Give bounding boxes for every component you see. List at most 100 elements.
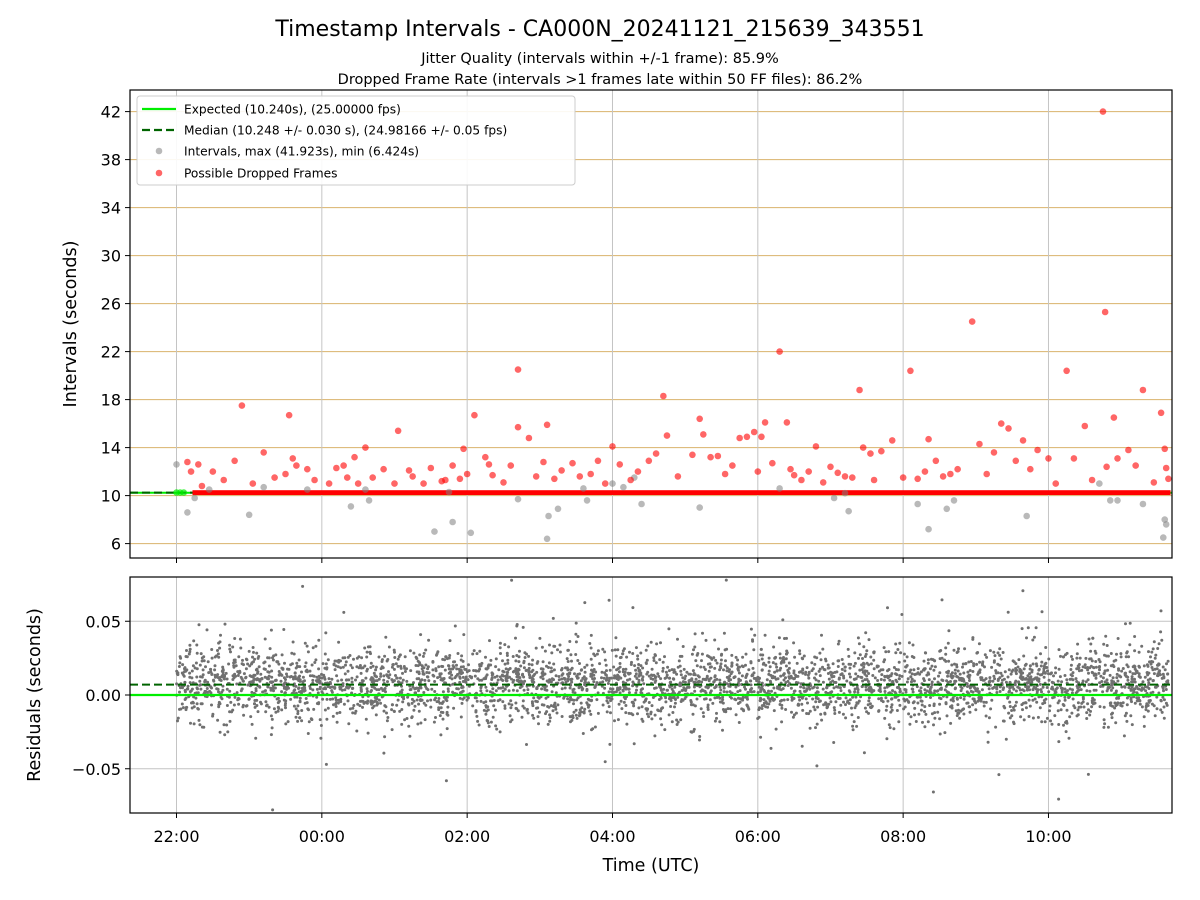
residual-point — [945, 670, 949, 674]
x-axis-label: Time (UTC) — [602, 856, 700, 876]
residual-point — [589, 712, 593, 716]
residual-point — [522, 659, 526, 663]
residual-point — [576, 676, 579, 680]
residual-point — [442, 695, 446, 699]
residual-point — [1001, 688, 1005, 691]
residual-point — [319, 724, 323, 727]
residual-point — [191, 664, 195, 668]
residual-point — [284, 706, 287, 710]
residual-point — [821, 647, 825, 651]
residual-point — [354, 678, 357, 682]
residual-point — [445, 695, 449, 699]
residual-point — [770, 689, 773, 693]
residual-point — [1099, 674, 1103, 678]
residual-point — [509, 720, 512, 724]
residual-point — [641, 678, 645, 682]
dropped-frame-point-86 — [812, 443, 820, 450]
residual-point — [518, 676, 522, 680]
residual-point — [350, 666, 354, 670]
residual-point — [540, 687, 544, 691]
residual-point — [474, 696, 478, 700]
residual-point — [926, 720, 930, 724]
residual-point — [187, 652, 191, 656]
residual-point — [1014, 672, 1018, 676]
residual-point — [222, 677, 226, 681]
residual-point — [678, 654, 682, 658]
residual-point — [1153, 656, 1157, 660]
residual-point — [776, 677, 780, 681]
residual-point — [526, 711, 530, 715]
residual-point — [1110, 716, 1114, 720]
residual-point — [476, 677, 480, 681]
residual-point — [881, 668, 885, 672]
residual-point — [1074, 691, 1078, 695]
residual-point — [1030, 678, 1034, 682]
residual-point — [951, 696, 955, 700]
residual-point — [600, 670, 604, 674]
residual-point — [300, 691, 303, 695]
residual-point — [1014, 662, 1018, 666]
residual-point — [654, 679, 658, 683]
residual-point — [721, 698, 725, 702]
residual-point — [479, 689, 483, 693]
residual-point — [358, 704, 362, 708]
residual-point — [613, 674, 617, 678]
residual-point — [1080, 701, 1084, 705]
residual-point — [1097, 671, 1101, 675]
residual-point — [507, 702, 511, 706]
residual-point — [547, 705, 551, 709]
residual-point — [616, 688, 620, 691]
residual-point — [394, 662, 398, 666]
residual-point — [695, 664, 699, 668]
residual-point — [670, 687, 674, 691]
residual-point — [409, 688, 413, 691]
residual-point — [723, 648, 727, 652]
residual-point — [719, 662, 723, 666]
residual-point — [780, 720, 784, 724]
residual-point — [650, 674, 654, 677]
residual-point — [1159, 630, 1163, 634]
residual-point — [1060, 690, 1064, 694]
residual-point — [366, 731, 370, 735]
residual-point — [1166, 659, 1170, 663]
residual-point — [943, 731, 947, 735]
dropped-frame-point-22 — [354, 480, 362, 487]
residual-point — [554, 707, 558, 711]
residual-point — [421, 672, 425, 676]
residual-point — [1068, 687, 1072, 691]
residual-point — [931, 790, 935, 794]
residual-point — [277, 673, 281, 677]
residual-point — [744, 687, 747, 691]
residual-point — [711, 701, 715, 705]
residual-point — [596, 691, 600, 695]
residual-point — [592, 680, 596, 684]
residual-point — [1045, 686, 1049, 689]
residual-point — [379, 667, 383, 671]
residual-point — [238, 637, 242, 641]
residual-point — [412, 681, 415, 685]
residual-point — [943, 658, 946, 662]
residual-point — [988, 676, 992, 680]
residual-point — [933, 659, 937, 663]
residual-point — [320, 672, 323, 676]
residual-point — [294, 684, 298, 688]
residual-point — [1025, 688, 1029, 692]
residual-point — [498, 646, 502, 650]
residual-point — [198, 663, 202, 667]
residual-point — [530, 678, 534, 682]
residual-point — [477, 723, 481, 727]
residual-point — [787, 666, 791, 670]
residual-point — [359, 666, 363, 670]
residual-point — [890, 703, 894, 707]
residual-point — [829, 700, 833, 704]
residual-point — [971, 697, 975, 701]
residual-point — [543, 672, 547, 676]
residual-point — [344, 678, 348, 682]
residual-point — [618, 656, 622, 660]
residual-point — [427, 679, 431, 683]
dropped-frame-point-82 — [787, 465, 794, 473]
residual-point — [927, 678, 931, 682]
residual-point — [485, 673, 489, 677]
residual-point — [966, 670, 970, 674]
residual-point — [898, 674, 902, 678]
